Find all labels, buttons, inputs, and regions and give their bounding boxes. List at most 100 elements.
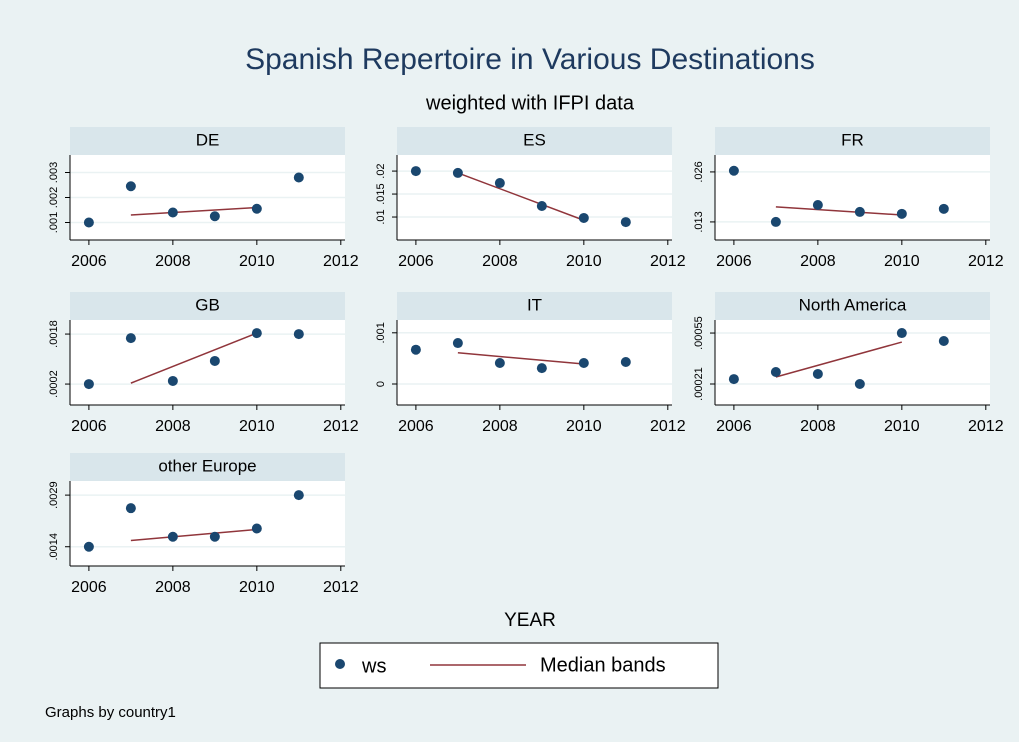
- y-tick-label: .002: [48, 187, 60, 208]
- point: [83, 541, 94, 552]
- panel-strip: [715, 127, 990, 155]
- point: [896, 208, 907, 219]
- y-tick-label: .003: [48, 162, 60, 183]
- point: [578, 212, 589, 223]
- y-tick-label: .0002: [48, 370, 60, 398]
- point: [494, 178, 505, 189]
- point: [770, 216, 781, 227]
- x-tick-label: 2012: [650, 253, 686, 270]
- note: Graphs by country1: [45, 704, 176, 721]
- median-line: [130, 528, 257, 542]
- point: [812, 200, 823, 210]
- point: [728, 165, 739, 176]
- x-tick-label: 2008: [155, 579, 191, 596]
- panel-title: DE: [196, 130, 220, 149]
- point: [854, 206, 865, 217]
- plot-area: [715, 155, 990, 240]
- point: [620, 217, 631, 228]
- point: [770, 367, 781, 378]
- panel-title: GB: [195, 295, 220, 314]
- point: [494, 358, 505, 369]
- y-tick-label: .00055: [693, 316, 705, 350]
- panel-title: IT: [527, 295, 542, 314]
- median-line: [130, 206, 257, 216]
- x-tick-label: 2010: [239, 418, 275, 435]
- x-tick-label: 2008: [155, 253, 191, 270]
- x-tick-label: 2012: [968, 418, 1004, 435]
- y-tick-label: .02: [375, 163, 387, 178]
- x-tick-label: 2008: [800, 418, 836, 435]
- x-tick-label: 2012: [323, 253, 359, 270]
- point: [125, 181, 136, 192]
- point: [293, 329, 304, 340]
- point: [938, 203, 949, 214]
- point: [410, 166, 421, 177]
- y-tick-label: .0018: [48, 320, 60, 348]
- plot-area: [70, 481, 345, 566]
- x-tick-label: 2006: [398, 253, 434, 270]
- point: [209, 355, 220, 366]
- x-tick-label: 2010: [566, 253, 602, 270]
- point: [536, 201, 547, 211]
- y-tick-label: .013: [693, 211, 705, 232]
- x-tick-label: 2008: [155, 418, 191, 435]
- median-line: [775, 341, 903, 378]
- x-tick-label: 2012: [323, 579, 359, 596]
- point: [452, 338, 463, 349]
- x-tick-label: 2006: [398, 418, 434, 435]
- point: [125, 503, 136, 514]
- x-tick-label: 2010: [239, 579, 275, 596]
- median-line: [457, 172, 585, 221]
- point: [251, 523, 262, 534]
- panel-strip: [70, 127, 345, 155]
- y-tick-label: .0014: [48, 533, 60, 561]
- point: [167, 207, 178, 218]
- point: [854, 379, 865, 390]
- x-tick-label: 2012: [650, 418, 686, 435]
- point: [293, 490, 304, 501]
- point: [167, 531, 178, 542]
- y-tick-label: .001: [48, 212, 60, 233]
- point: [578, 358, 589, 369]
- x-tick-label: 2006: [71, 253, 107, 270]
- panel-strip: [397, 292, 672, 320]
- chart-title: Spanish Repertoire in Various Destinatio…: [245, 43, 815, 76]
- point: [293, 172, 304, 183]
- y-tick-label: .01: [375, 209, 387, 224]
- panel-strip: [70, 292, 345, 320]
- x-tick-label: 2006: [716, 253, 752, 270]
- point: [620, 356, 631, 367]
- median-line: [775, 206, 902, 216]
- legend-label: ws: [361, 655, 386, 677]
- y-tick-label: .00021: [693, 367, 705, 401]
- median-line: [130, 332, 258, 384]
- y-tick-label: 0: [375, 381, 387, 387]
- plot-area: [70, 320, 345, 405]
- panel-strip: [70, 453, 345, 481]
- point: [938, 335, 949, 346]
- point: [167, 375, 178, 386]
- plot-area: [715, 320, 990, 405]
- point: [410, 344, 421, 355]
- y-tick-label: .026: [693, 161, 705, 182]
- x-tick-label: 2006: [716, 418, 752, 435]
- x-tick-label: 2010: [239, 253, 275, 270]
- x-tick-label: 2012: [968, 253, 1004, 270]
- x-tick-label: 2006: [71, 579, 107, 596]
- point: [83, 217, 94, 228]
- x-axis-title: YEAR: [504, 610, 556, 631]
- x-tick-label: 2008: [482, 418, 518, 435]
- point: [209, 531, 220, 542]
- x-tick-label: 2008: [800, 253, 836, 270]
- panel-title: North America: [799, 295, 907, 314]
- x-tick-label: 2006: [71, 418, 107, 435]
- x-tick-label: 2010: [566, 418, 602, 435]
- legend-label: Median bands: [540, 654, 666, 676]
- x-tick-label: 2010: [884, 253, 920, 270]
- x-tick-label: 2012: [323, 418, 359, 435]
- point: [452, 167, 463, 178]
- panel-title: FR: [841, 130, 864, 149]
- point: [125, 333, 136, 344]
- point: [83, 379, 94, 390]
